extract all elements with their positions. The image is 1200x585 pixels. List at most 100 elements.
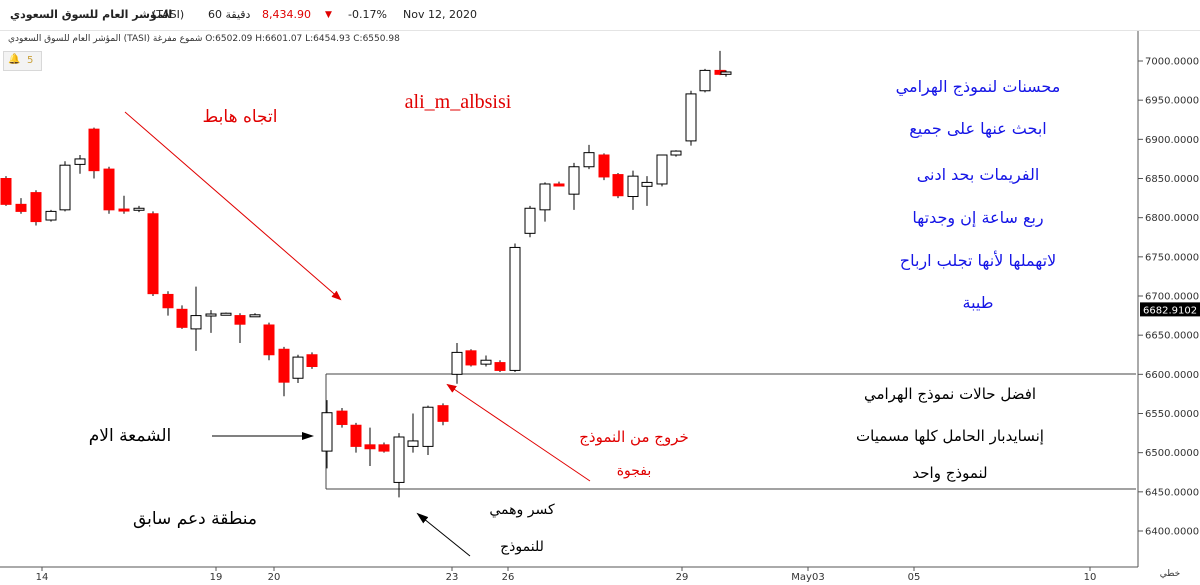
candle xyxy=(364,427,376,466)
candle xyxy=(45,209,57,222)
candle-body-down xyxy=(103,168,115,211)
chart-style-label[interactable]: خطي xyxy=(1160,569,1180,579)
candle xyxy=(685,90,697,146)
price-tick-label: 6650.0000 xyxy=(1145,331,1199,342)
candle xyxy=(74,155,86,174)
annotations: ali_m_albsisi اتجاه هابط الشمعة الام منط… xyxy=(89,77,1061,555)
last-price-tag: 6682.9102 xyxy=(1140,302,1200,317)
candle xyxy=(451,343,463,384)
candle-body-down xyxy=(598,154,610,178)
candle xyxy=(583,144,595,170)
date-label: Nov 12, 2020 xyxy=(403,8,477,21)
candle-body-down xyxy=(118,208,130,212)
candle xyxy=(480,355,492,367)
candle xyxy=(407,413,419,453)
candle xyxy=(234,313,246,343)
gap-exit-label-1: خروج من النموذج xyxy=(579,428,689,447)
candle xyxy=(59,161,71,212)
candle-body-up xyxy=(190,315,202,330)
symbol-title[interactable]: المؤشر العام للسوق السعودي xyxy=(10,8,173,21)
watermark-text: ali_m_albsisi xyxy=(405,91,512,113)
candles xyxy=(0,50,732,498)
candle xyxy=(422,405,434,456)
symbol-header: المؤشر العام للسوق السعودي (TASI) 60 دقي… xyxy=(0,0,1200,31)
candle-body-up xyxy=(720,71,732,75)
alert-button[interactable]: 🔔 5 xyxy=(3,51,42,71)
candle xyxy=(306,352,318,369)
price-tick-label: 6550.0000 xyxy=(1145,409,1199,420)
candle xyxy=(88,127,100,179)
price-label: 8,434.90 xyxy=(262,8,311,21)
support-zone-label: منطقة دعم سابق xyxy=(133,509,257,529)
best-case-line: افضل حالات نموذج الهرامي xyxy=(864,385,1036,404)
candle-body-up xyxy=(568,166,580,195)
candle-body-down xyxy=(0,178,12,205)
candle-body-up xyxy=(133,207,145,211)
candle xyxy=(103,166,115,214)
candle xyxy=(133,205,145,213)
candle xyxy=(162,291,174,316)
timeframe-label[interactable]: 60 دقيقة xyxy=(208,8,251,21)
candle-body-up xyxy=(539,183,551,211)
price-tick-label: 6950.0000 xyxy=(1145,96,1199,107)
price-tick-label: 6600.0000 xyxy=(1145,370,1199,381)
candle-body-up xyxy=(220,312,232,316)
candle xyxy=(393,433,405,498)
time-tick-label: 29 xyxy=(676,572,689,583)
symbol-code[interactable]: (TASI) xyxy=(152,8,185,21)
gap-exit-label-2: بفجوة xyxy=(617,463,652,479)
candle-body-down xyxy=(30,192,42,223)
candle-body-up xyxy=(509,246,521,371)
price-tick-label: 6500.0000 xyxy=(1145,448,1199,459)
last-price-value: 6682.9102 xyxy=(1143,305,1197,316)
tip-line: ابحث عنها على جميع xyxy=(909,119,1046,139)
candle xyxy=(350,422,362,453)
candle-body-up xyxy=(583,152,595,168)
best-case-line: إنسايدبار الحامل كلها مسميات xyxy=(856,427,1044,445)
candle xyxy=(249,313,261,318)
candle xyxy=(656,154,668,187)
candle-body-down xyxy=(176,308,188,328)
candle xyxy=(118,195,130,214)
candle xyxy=(524,205,536,238)
tip-line: الفريمات بحد ادنى xyxy=(917,165,1040,185)
last-price-bg xyxy=(1140,302,1200,317)
candle xyxy=(263,322,275,361)
candle-body-down xyxy=(350,424,362,447)
price-tick-label: 7000.0000 xyxy=(1145,57,1199,68)
price-tick-label: 6750.0000 xyxy=(1145,252,1199,263)
candle-body-down xyxy=(437,405,449,422)
candle-body-down xyxy=(162,293,174,309)
candle xyxy=(627,170,639,210)
tip-line: ربع ساعة إن وجدتها xyxy=(912,208,1043,228)
candle-body-up xyxy=(699,69,711,92)
candle xyxy=(437,403,449,426)
candle xyxy=(190,286,202,351)
false-break-arrow xyxy=(416,512,471,557)
time-tick-label: 05 xyxy=(908,572,921,583)
alert-count: 5 xyxy=(27,55,34,66)
candle-body-up xyxy=(524,207,536,234)
candle-body-down xyxy=(364,444,376,450)
price-tick-label: 6450.0000 xyxy=(1145,487,1199,498)
candle-body-down xyxy=(234,315,246,325)
candle-body-down xyxy=(494,362,506,371)
candle xyxy=(641,176,653,206)
candle xyxy=(598,153,610,181)
downtrend-label: اتجاه هابط xyxy=(203,107,278,127)
candle xyxy=(699,68,711,93)
candle xyxy=(220,312,232,316)
best-cases-text: افضل حالات نموذج الهرامي إنسايدبار الحام… xyxy=(856,385,1044,483)
candle-body-up xyxy=(407,440,419,447)
candle-body-down xyxy=(263,324,275,356)
candle xyxy=(714,50,726,76)
price-axis-ticks: 7000.0000 6950.0000 6900.0000 6850.0000 6800… xyxy=(1138,57,1199,538)
candle-body-down xyxy=(15,203,27,212)
corner-label[interactable]: خطي xyxy=(1160,569,1180,579)
candle-body-down xyxy=(465,350,477,366)
candle xyxy=(147,211,159,296)
ohlc-legend: المؤشر العام للسوق السعودي (TASI) شموع م… xyxy=(8,34,400,44)
harami-tips-text: محسنات لنموذج الهرامي ابحث عنها على جميع… xyxy=(896,77,1061,312)
candle xyxy=(720,70,732,77)
